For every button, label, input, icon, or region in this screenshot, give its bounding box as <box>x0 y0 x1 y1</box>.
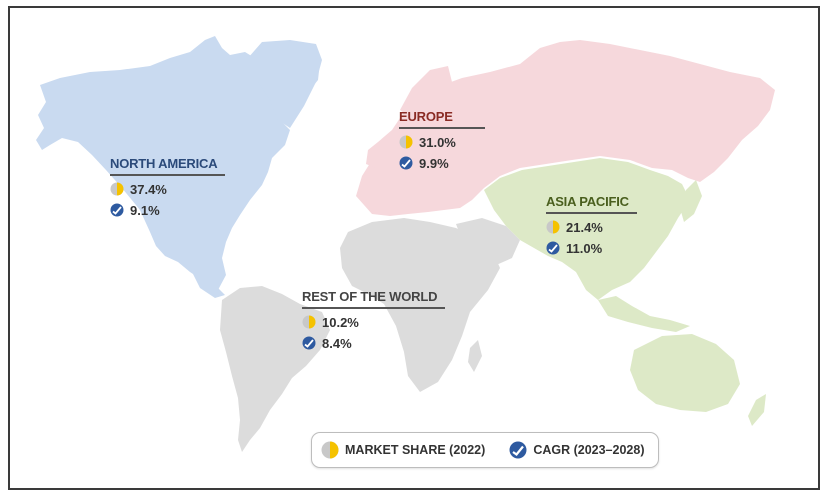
madagascar-landmass <box>468 340 482 372</box>
legend-cagr: CAGR (2023–2028) <box>509 441 644 459</box>
region-rest-of-world: REST OF THE WORLD 10.2% 8.4% <box>302 288 446 351</box>
north-america-market-share-value: 37.4% <box>130 181 167 197</box>
greenland-landmass <box>248 40 322 128</box>
europe-cagr-value: 9.9% <box>419 155 449 171</box>
rest-of-world-cagr: 8.4% <box>302 335 445 351</box>
trend-check-icon <box>110 203 124 217</box>
new-zealand-landmass <box>748 394 766 426</box>
europe-russia-landmass <box>356 40 775 216</box>
asia-pacific-market-share: 21.4% <box>546 219 637 235</box>
trend-check-icon <box>399 156 413 170</box>
asia-pacific-cagr: 11.0% <box>546 240 637 256</box>
half-pie-icon <box>321 441 339 459</box>
legend-market-share: MARKET SHARE (2022) <box>321 441 485 459</box>
region-europe: EUROPE 31.0% 9.9% <box>399 108 485 171</box>
asia-pacific-title: ASIA PACIFIC <box>546 194 637 214</box>
uk-landmass <box>366 142 384 168</box>
north-america-cagr: 9.1% <box>110 202 225 218</box>
rest-of-world-market-share: 10.2% <box>302 314 445 330</box>
africa-landmass <box>340 218 500 392</box>
scandinavia-landmass <box>400 66 452 120</box>
asia-pacific-landmass <box>484 158 690 300</box>
asia-pacific-market-share-value: 21.4% <box>566 219 603 235</box>
trend-check-icon <box>546 241 560 255</box>
rest-of-world-title: REST OF THE WORLD <box>302 289 446 309</box>
europe-cagr: 9.9% <box>399 155 485 171</box>
north-america-cagr-value: 9.1% <box>130 202 160 218</box>
southeast-asia-landmass <box>598 296 690 332</box>
region-asia-pacific: ASIA PACIFIC 21.4% 11.0% <box>546 193 637 256</box>
asia-pacific-cagr-value: 11.0% <box>566 240 603 256</box>
map-legend: MARKET SHARE (2022) CAGR (2023–2028) <box>311 432 659 468</box>
europe-market-share-value: 31.0% <box>419 134 456 150</box>
trend-check-icon <box>302 336 316 350</box>
region-north-america: NORTH AMERICA 37.4% 9.1% <box>110 155 226 218</box>
trend-check-icon <box>509 441 527 459</box>
europe-market-share: 31.0% <box>399 134 485 150</box>
north-america-market-share: 37.4% <box>110 181 225 197</box>
half-pie-icon <box>399 135 413 149</box>
europe-title: EUROPE <box>399 109 485 129</box>
rest-of-world-cagr-value: 8.4% <box>322 335 352 351</box>
north-america-title: NORTH AMERICA <box>110 156 226 176</box>
rest-of-world-market-share-value: 10.2% <box>322 314 359 330</box>
half-pie-icon <box>302 315 316 329</box>
half-pie-icon <box>546 220 560 234</box>
south-america-landmass <box>220 286 330 452</box>
middle-east-landmass <box>456 218 520 266</box>
legend-market-share-label: MARKET SHARE (2022) <box>345 443 486 457</box>
legend-cagr-label: CAGR (2023–2028) <box>533 443 645 457</box>
half-pie-icon <box>110 182 124 196</box>
australia-landmass <box>630 334 740 412</box>
japan-landmass <box>680 180 702 222</box>
